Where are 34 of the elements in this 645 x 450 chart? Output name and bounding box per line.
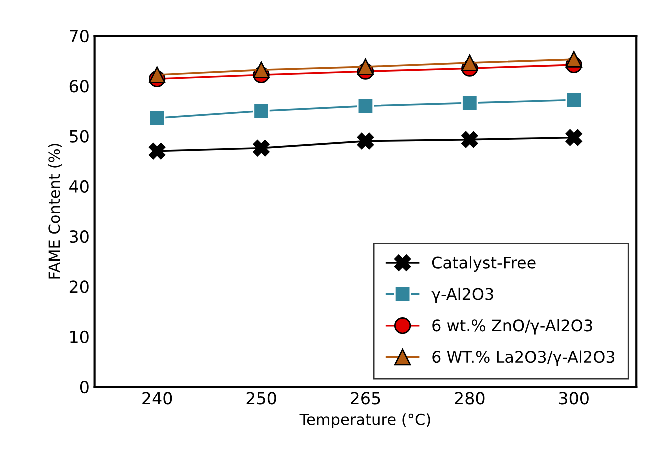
- point: [357, 98, 374, 115]
- y-tick-label: 70: [70, 30, 89, 43]
- y-tick-label: 50: [70, 130, 89, 143]
- y-tick-label: 10: [70, 330, 89, 344]
- point: [253, 62, 270, 78]
- x-tick-label: 250: [246, 392, 276, 405]
- point: [566, 129, 582, 146]
- y-axis-title: FAME Content (%): [48, 144, 62, 279]
- point: [566, 51, 582, 68]
- y-tick-label: 40: [70, 180, 89, 193]
- y-tick-label: 30: [70, 230, 89, 244]
- legend-label: 6 WT.% La2O3/γ-Al2O3: [432, 350, 615, 366]
- y-tick-label: 0: [80, 380, 89, 394]
- x-tick-label: 300: [559, 392, 589, 405]
- point: [462, 54, 478, 72]
- point: [357, 132, 374, 150]
- point: [148, 110, 166, 127]
- legend-label: Catalyst-Free: [432, 256, 536, 272]
- y-tick-label: 60: [70, 80, 89, 93]
- point: [462, 94, 478, 112]
- point: [462, 131, 478, 148]
- legend-label: 6 wt.% ZnO/γ-Al2O3: [432, 319, 592, 335]
- x-axis-title: Temperature (°C): [300, 414, 430, 428]
- x-tick-label: 240: [142, 392, 172, 405]
- x-tick-label: 265: [351, 392, 380, 405]
- y-tick-label: 20: [70, 280, 89, 294]
- point: [253, 140, 270, 157]
- point: [357, 58, 374, 76]
- point: [253, 102, 270, 120]
- point: [148, 66, 166, 84]
- point: [566, 92, 582, 109]
- legend-label: γ-Al2O3: [432, 288, 494, 304]
- x-tick-label: 280: [455, 392, 485, 405]
- point: [148, 142, 166, 160]
